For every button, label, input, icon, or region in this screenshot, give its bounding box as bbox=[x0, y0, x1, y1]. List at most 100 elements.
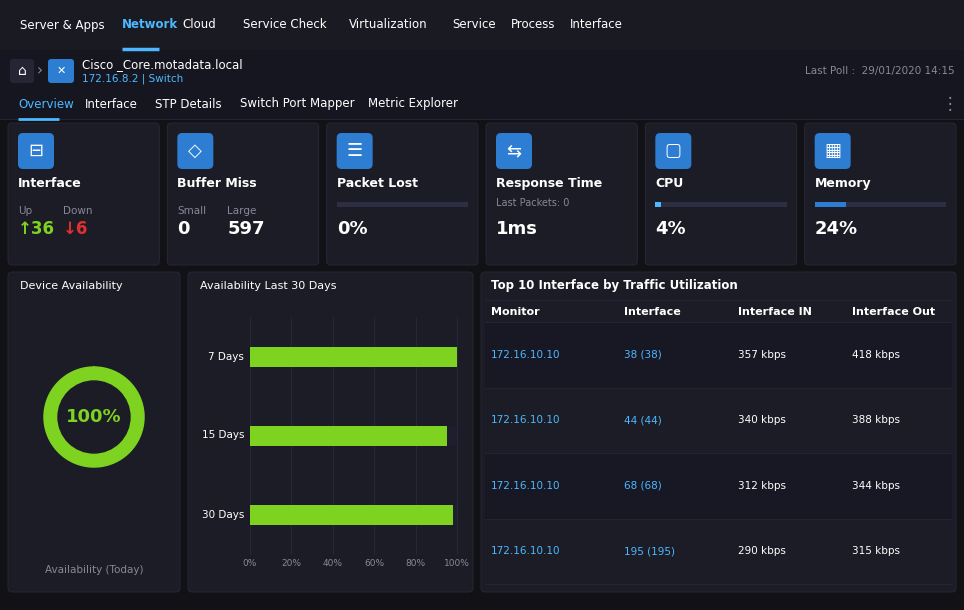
Text: 172.16.10.10: 172.16.10.10 bbox=[491, 415, 560, 425]
FancyBboxPatch shape bbox=[250, 426, 457, 445]
Text: 38 (38): 38 (38) bbox=[624, 350, 661, 360]
FancyBboxPatch shape bbox=[481, 272, 956, 592]
Text: STP Details: STP Details bbox=[155, 98, 222, 110]
Text: 344 kbps: 344 kbps bbox=[852, 481, 900, 491]
Text: 24%: 24% bbox=[815, 220, 858, 238]
FancyBboxPatch shape bbox=[250, 346, 457, 367]
Text: Cisco _Core.motadata.local: Cisco _Core.motadata.local bbox=[82, 59, 243, 71]
Text: Device Availability: Device Availability bbox=[20, 281, 122, 291]
Text: 340 kbps: 340 kbps bbox=[738, 415, 786, 425]
Text: 4%: 4% bbox=[656, 220, 686, 238]
Circle shape bbox=[58, 381, 130, 453]
Text: 100%: 100% bbox=[444, 559, 469, 569]
Text: 195 (195): 195 (195) bbox=[624, 546, 675, 556]
FancyBboxPatch shape bbox=[656, 202, 660, 207]
FancyBboxPatch shape bbox=[250, 426, 446, 445]
FancyBboxPatch shape bbox=[8, 123, 159, 265]
Text: Service Check: Service Check bbox=[243, 18, 327, 32]
Text: 15 Days: 15 Days bbox=[201, 431, 244, 440]
Text: CPU: CPU bbox=[656, 177, 683, 190]
Text: ›: › bbox=[37, 63, 43, 79]
FancyBboxPatch shape bbox=[18, 133, 54, 169]
Text: 68 (68): 68 (68) bbox=[624, 481, 661, 491]
FancyBboxPatch shape bbox=[815, 133, 850, 169]
FancyBboxPatch shape bbox=[0, 0, 964, 50]
Text: 312 kbps: 312 kbps bbox=[738, 481, 786, 491]
Text: 357 kbps: 357 kbps bbox=[738, 350, 786, 360]
Text: Buffer Miss: Buffer Miss bbox=[177, 177, 257, 190]
Text: Metric Explorer: Metric Explorer bbox=[368, 98, 458, 110]
Text: 597: 597 bbox=[228, 220, 265, 238]
Text: 172.16.10.10: 172.16.10.10 bbox=[491, 546, 560, 556]
FancyBboxPatch shape bbox=[8, 272, 180, 592]
Text: 418 kbps: 418 kbps bbox=[852, 350, 900, 360]
Text: 1ms: 1ms bbox=[496, 220, 538, 238]
Text: 0: 0 bbox=[177, 220, 190, 238]
Text: Up: Up bbox=[18, 206, 32, 216]
Text: Overview: Overview bbox=[18, 98, 74, 110]
Text: 20%: 20% bbox=[281, 559, 302, 569]
FancyBboxPatch shape bbox=[10, 59, 34, 83]
FancyBboxPatch shape bbox=[0, 88, 964, 120]
Text: ↓6: ↓6 bbox=[63, 220, 89, 238]
Text: ⇆: ⇆ bbox=[506, 142, 522, 160]
Text: 80%: 80% bbox=[406, 559, 426, 569]
FancyBboxPatch shape bbox=[815, 202, 946, 207]
Text: 172.16.10.10: 172.16.10.10 bbox=[491, 350, 560, 360]
FancyBboxPatch shape bbox=[645, 123, 796, 265]
FancyBboxPatch shape bbox=[327, 123, 478, 265]
Text: 172.16.10.10: 172.16.10.10 bbox=[491, 481, 560, 491]
Text: Interface: Interface bbox=[18, 177, 82, 190]
Text: 7 Days: 7 Days bbox=[208, 351, 244, 362]
Text: Down: Down bbox=[63, 206, 93, 216]
Text: ⌂: ⌂ bbox=[17, 64, 26, 78]
Text: 0%: 0% bbox=[336, 220, 367, 238]
FancyBboxPatch shape bbox=[168, 123, 319, 265]
Text: 290 kbps: 290 kbps bbox=[738, 546, 786, 556]
Text: Server & Apps: Server & Apps bbox=[20, 18, 105, 32]
Text: 40%: 40% bbox=[323, 559, 343, 569]
Text: 0%: 0% bbox=[243, 559, 257, 569]
Text: 100%: 100% bbox=[67, 408, 121, 426]
Text: Interface IN: Interface IN bbox=[738, 307, 812, 317]
Circle shape bbox=[44, 367, 144, 467]
Text: 172.16.8.2 | Switch: 172.16.8.2 | Switch bbox=[82, 74, 183, 84]
Text: ◇: ◇ bbox=[188, 142, 202, 160]
FancyBboxPatch shape bbox=[656, 202, 787, 207]
Text: Cloud: Cloud bbox=[182, 18, 216, 32]
FancyBboxPatch shape bbox=[0, 119, 964, 120]
Text: Small: Small bbox=[177, 206, 206, 216]
Text: Monitor: Monitor bbox=[491, 307, 540, 317]
FancyBboxPatch shape bbox=[485, 453, 952, 518]
FancyBboxPatch shape bbox=[656, 133, 691, 169]
Text: Response Time: Response Time bbox=[496, 177, 602, 190]
Text: Last Poll :  29/01/2020 14:15: Last Poll : 29/01/2020 14:15 bbox=[805, 66, 955, 76]
FancyBboxPatch shape bbox=[188, 272, 473, 592]
FancyBboxPatch shape bbox=[250, 346, 457, 367]
Text: ▦: ▦ bbox=[824, 142, 842, 160]
Text: Availability Last 30 Days: Availability Last 30 Days bbox=[200, 281, 336, 291]
Text: ✕: ✕ bbox=[56, 66, 66, 76]
Text: Interface: Interface bbox=[85, 98, 138, 110]
FancyBboxPatch shape bbox=[250, 504, 457, 525]
Text: Virtualization: Virtualization bbox=[349, 18, 428, 32]
Text: ☰: ☰ bbox=[347, 142, 362, 160]
Text: Packet Lost: Packet Lost bbox=[336, 177, 417, 190]
Text: Service: Service bbox=[452, 18, 495, 32]
Text: Process: Process bbox=[511, 18, 555, 32]
FancyBboxPatch shape bbox=[485, 322, 952, 387]
FancyBboxPatch shape bbox=[48, 59, 74, 83]
FancyBboxPatch shape bbox=[250, 504, 453, 525]
Text: 44 (44): 44 (44) bbox=[624, 415, 661, 425]
Text: Network: Network bbox=[122, 18, 178, 32]
FancyBboxPatch shape bbox=[336, 133, 373, 169]
FancyBboxPatch shape bbox=[177, 133, 213, 169]
Text: Memory: Memory bbox=[815, 177, 871, 190]
Text: ⋮: ⋮ bbox=[942, 95, 958, 113]
Text: Interface: Interface bbox=[570, 18, 623, 32]
Text: Large: Large bbox=[228, 206, 256, 216]
Text: Switch Port Mapper: Switch Port Mapper bbox=[240, 98, 355, 110]
Text: Top 10 Interface by Traffic Utilization: Top 10 Interface by Traffic Utilization bbox=[491, 279, 737, 293]
Text: 388 kbps: 388 kbps bbox=[852, 415, 900, 425]
Text: ⊟: ⊟ bbox=[28, 142, 43, 160]
